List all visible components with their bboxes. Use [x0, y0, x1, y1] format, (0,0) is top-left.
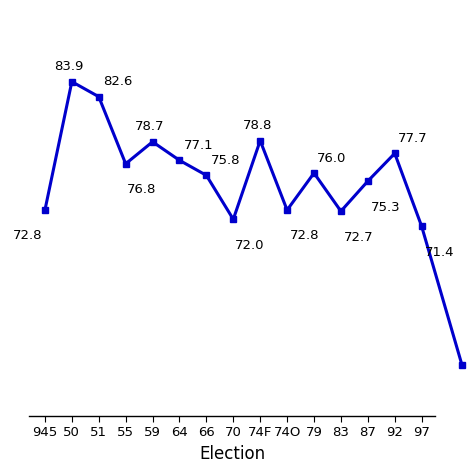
Text: 72.8: 72.8: [13, 229, 42, 243]
Text: 72.7: 72.7: [344, 231, 374, 244]
Text: 77.7: 77.7: [398, 132, 427, 145]
Text: 76.0: 76.0: [317, 152, 346, 164]
Text: 75.8: 75.8: [210, 154, 240, 167]
Text: 5: 5: [0, 473, 1, 474]
Text: 77.1: 77.1: [183, 139, 213, 152]
Text: 78.8: 78.8: [243, 119, 272, 132]
Text: 78.7: 78.7: [135, 120, 164, 134]
X-axis label: Election: Election: [199, 445, 265, 463]
Text: 82.6: 82.6: [103, 75, 132, 88]
Text: 72.8: 72.8: [290, 229, 319, 243]
Text: 72.0: 72.0: [235, 239, 264, 252]
Text: 76.8: 76.8: [127, 183, 156, 196]
Text: 71.4: 71.4: [424, 246, 454, 259]
Text: 75.3: 75.3: [371, 201, 400, 214]
Text: 83.9: 83.9: [55, 60, 84, 73]
